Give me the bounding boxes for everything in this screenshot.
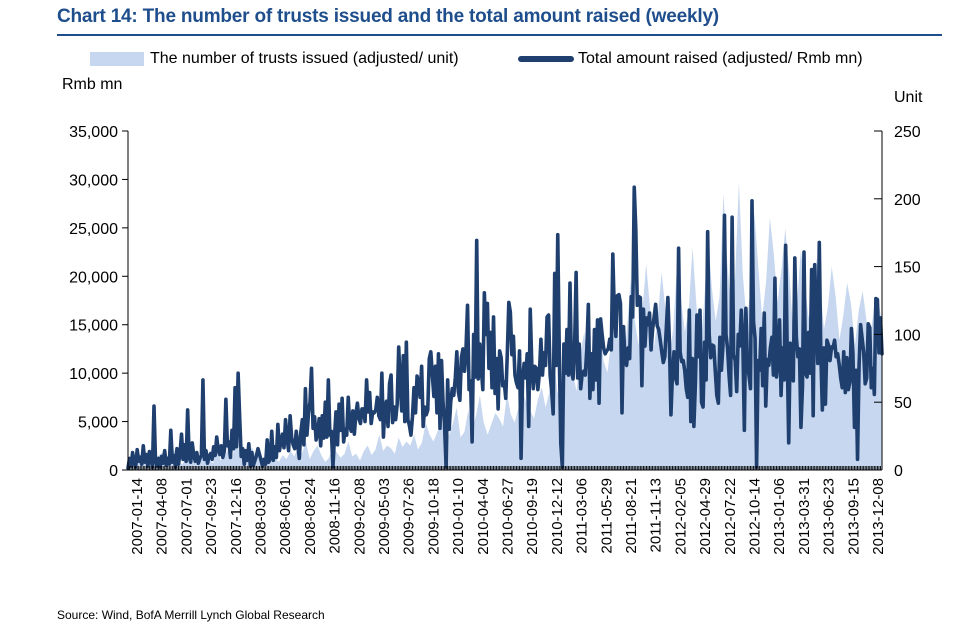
x-tick-label: 2008-03-09: [253, 478, 270, 555]
right-axis-unit: Unit: [894, 89, 923, 106]
x-tick-label: 2011-05-29: [598, 478, 615, 554]
x-tick-label: 2007-12-16: [228, 478, 245, 555]
left-tick-label: 35,000: [69, 124, 118, 141]
x-tick-label: 2011-03-06: [574, 478, 591, 554]
x-tick-label: 2008-06-01: [277, 478, 294, 555]
legend-swatch-area: [90, 52, 144, 66]
source-note: Source: Wind, BofA Merrill Lynch Global …: [57, 608, 325, 622]
legend-swatch-line: [518, 56, 574, 62]
x-tick-label: 2012-10-14: [747, 478, 764, 555]
x-tick-label: 2010-12-12: [549, 478, 566, 555]
chart-plot: 35,000 30,000 25,000 20,000 15,000 10,000 5,00…: [69, 124, 921, 555]
legend-label-amount: Total amount raised (adjusted/ Rmb mn): [578, 50, 863, 67]
x-tick-label: 2010-06-27: [500, 478, 517, 555]
x-tick-label: 2013-12-08: [870, 478, 887, 555]
legend-item-amount: Total amount raised (adjusted/ Rmb mn): [518, 50, 863, 68]
left-tick-label: 10,000: [69, 366, 118, 383]
x-tick-label: 2007-09-23: [203, 478, 220, 555]
x-tick-label: 2009-05-03: [376, 478, 393, 555]
x-tick-label: 2010-09-19: [524, 478, 541, 555]
x-tick-label: 2007-04-08: [154, 478, 171, 555]
left-tick-label: 30,000: [69, 172, 118, 189]
x-minor-ticks: [127, 466, 883, 470]
right-tick-label: 250: [894, 124, 921, 141]
right-tick-label: 150: [894, 260, 921, 277]
right-tick-label: 200: [894, 192, 921, 209]
series-line-amount-raised: [126, 185, 884, 470]
x-tick-label: 2010-04-04: [475, 478, 492, 555]
x-tick-label: 2011-08-21: [623, 478, 640, 554]
right-tick-label: 0: [894, 463, 903, 480]
x-tick-label: 2009-07-26: [401, 478, 418, 555]
x-tick-label: 2009-02-08: [351, 478, 368, 555]
x-tick-label: 2012-04-29: [697, 478, 714, 555]
left-axis-unit: Rmb mn: [62, 76, 123, 93]
x-tick-label: 2008-08-24: [302, 478, 319, 555]
x-tick-label: 2007-07-01: [178, 478, 195, 555]
x-tick-label: 2011-11-13: [648, 478, 665, 553]
x-tick-label: 2008-11-16: [327, 478, 344, 554]
left-tick-label: 0: [109, 463, 118, 480]
right-tick-label: 50: [894, 395, 912, 412]
x-tick-label: 2013-01-06: [771, 478, 788, 555]
x-tick-label: 2013-03-31: [796, 478, 813, 555]
left-tick-label: 20,000: [69, 269, 118, 286]
legend-item-trusts: The number of trusts issued (adjusted/ u…: [90, 50, 459, 68]
chart-title: Chart 14: The number of trusts issued an…: [57, 6, 719, 27]
x-tick-label: 2013-09-15: [845, 478, 862, 555]
x-tick-label: 2010-01-10: [450, 478, 467, 555]
x-tick-label: 2012-02-05: [672, 478, 689, 555]
legend-label-trusts: The number of trusts issued (adjusted/ u…: [150, 50, 459, 67]
x-tick-label: 2013-06-23: [821, 478, 838, 555]
left-tick-label: 25,000: [69, 221, 118, 238]
x-tick-label: 2009-10-18: [425, 478, 442, 555]
left-tick-label: 15,000: [69, 318, 118, 335]
left-tick-label: 5,000: [78, 415, 118, 432]
x-tick-label: 2007-01-14: [129, 478, 146, 555]
x-tick-label: 2012-07-22: [722, 478, 739, 555]
title-rule: [57, 34, 942, 36]
right-tick-label: 100: [894, 327, 921, 344]
